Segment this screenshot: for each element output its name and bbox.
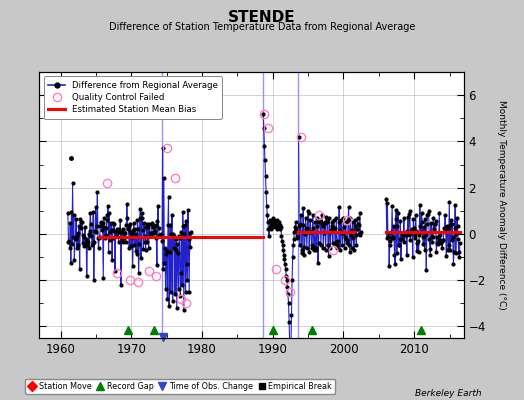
Legend: Difference from Regional Average, Quality Control Failed, Estimated Station Mean: Difference from Regional Average, Qualit… [43, 76, 222, 119]
Text: Berkeley Earth: Berkeley Earth [416, 389, 482, 398]
Text: Difference of Station Temperature Data from Regional Average: Difference of Station Temperature Data f… [109, 22, 415, 32]
Text: STENDE: STENDE [228, 10, 296, 25]
Legend: Station Move, Record Gap, Time of Obs. Change, Empirical Break: Station Move, Record Gap, Time of Obs. C… [25, 378, 335, 394]
Y-axis label: Monthly Temperature Anomaly Difference (°C): Monthly Temperature Anomaly Difference (… [497, 100, 506, 310]
